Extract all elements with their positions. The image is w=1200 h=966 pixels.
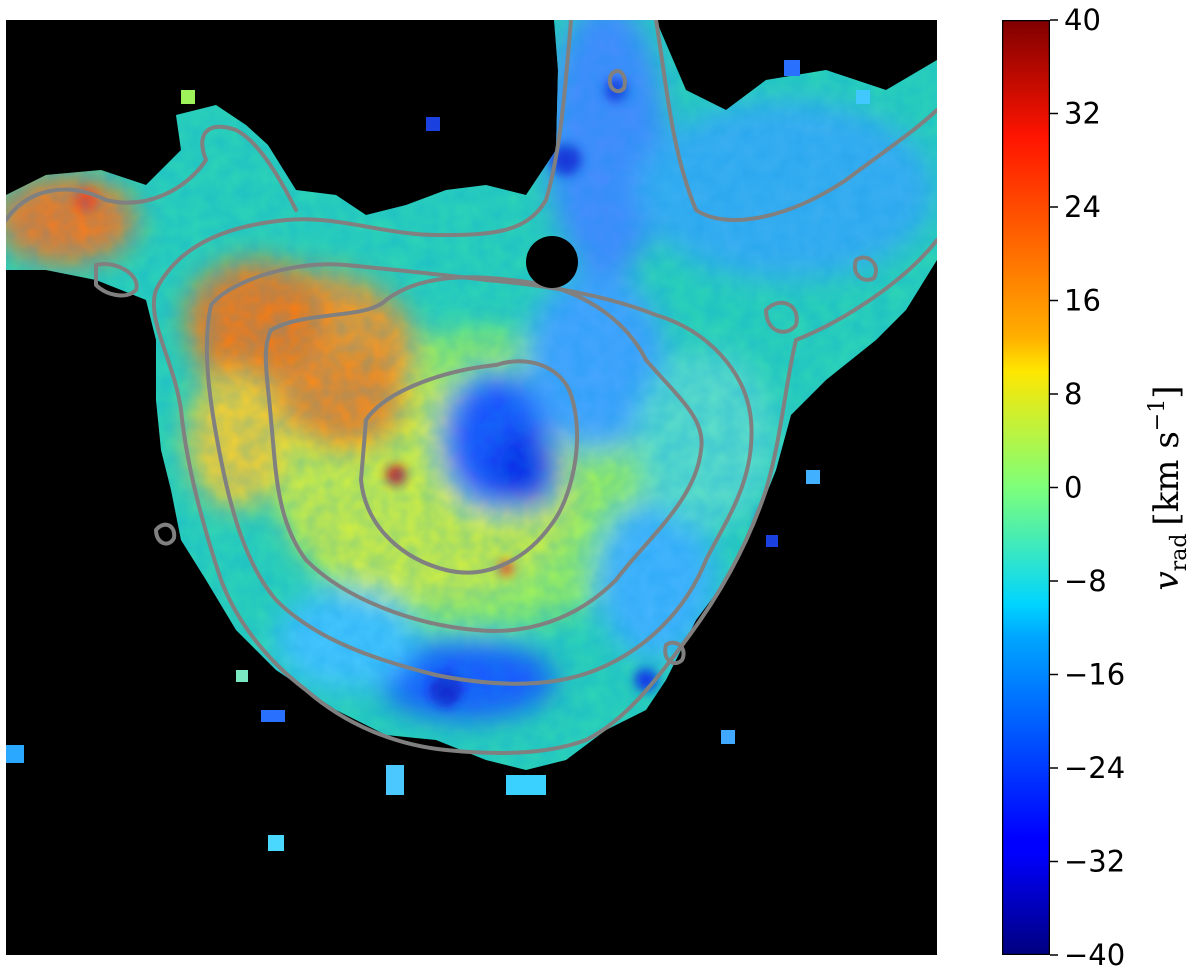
colorbar-tick-label: 8 (1064, 377, 1082, 411)
colorbar-label-close: ] (1147, 385, 1187, 398)
colorbar-tick-label: 32 (1064, 97, 1101, 131)
colorbar-tick-label: −16 (1064, 658, 1125, 692)
colorbar (1002, 20, 1050, 955)
intensity-contours (6, 20, 937, 755)
contour-nw-blob (94, 262, 139, 298)
marker-dot (526, 236, 578, 288)
colorbar-gradient (1002, 20, 1050, 955)
contour-ne-small (852, 255, 878, 282)
contour-ne-ring (764, 300, 799, 334)
contour-n-small (607, 68, 627, 94)
contour-outer (151, 20, 937, 755)
colorbar-tick-label: 16 (1064, 284, 1101, 318)
outlier-pixels (6, 60, 870, 851)
colorbar-label-symbol: v (1147, 571, 1187, 590)
colorbar-tick-label: −24 (1064, 751, 1125, 785)
colorbar-label: vrad [km s−1] (1145, 385, 1192, 590)
contour-core (359, 359, 580, 575)
colorbar-label-unit: [km s (1147, 431, 1187, 525)
colorbar-tick-label: 40 (1064, 3, 1101, 37)
contour-w-small (154, 522, 177, 546)
contour-middle (204, 262, 754, 686)
colorbar-label-subscript: rad (1167, 534, 1192, 572)
contour-nw-lobe (6, 124, 298, 222)
colorbar-tick-label: 24 (1064, 190, 1101, 224)
colorbar-tick-label: −8 (1064, 564, 1107, 598)
velocity-map (6, 20, 937, 955)
contour-s-small (663, 640, 686, 666)
colorbar-tick-label: 0 (1064, 471, 1082, 505)
colorbar-tick-label: −32 (1064, 845, 1125, 879)
colorbar-label-exponent: −1 (1145, 399, 1170, 431)
colorbar-annotations: 40 32 24 16 8 0 −8 −16 −24 −32 −40 vrad [km s−1] (1050, 3, 1192, 966)
colorbar-tick-label: −40 (1064, 938, 1125, 966)
colorbar-frame (1002, 20, 1050, 955)
